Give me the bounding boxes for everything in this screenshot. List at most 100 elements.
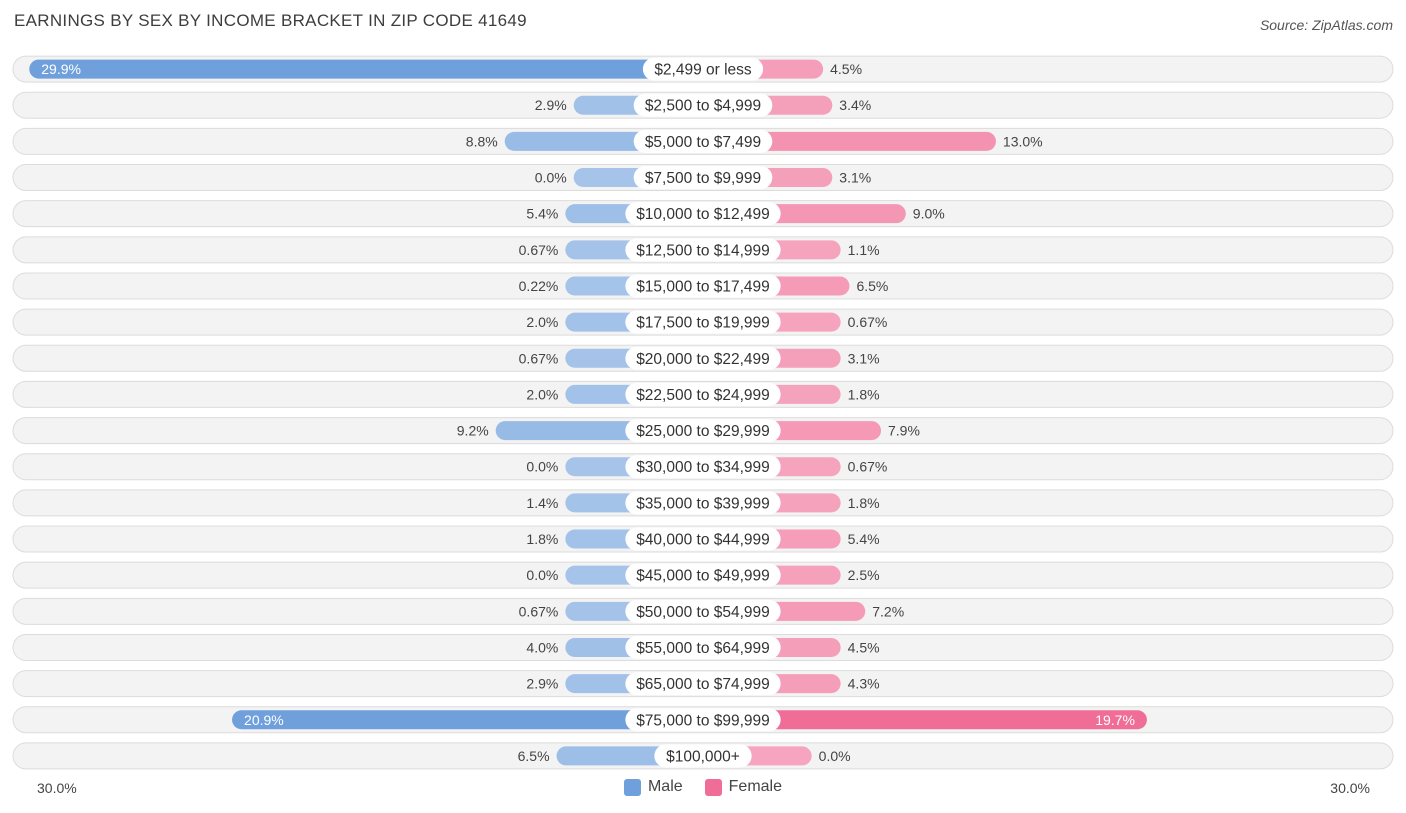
value-label-male: 20.9% xyxy=(244,712,284,728)
value-label-female: 19.7% xyxy=(1095,712,1135,728)
row-17: $65,000 to $74,999 2.9% 4.3% xyxy=(12,670,1394,698)
category-label-bg xyxy=(625,527,781,551)
row-10: $25,000 to $29,999 9.2% 7.9% xyxy=(12,417,1394,445)
chart-title: EARNINGS BY SEX BY INCOME BRACKET IN ZIP… xyxy=(14,11,527,30)
category-label-bg xyxy=(625,563,781,587)
category-label: $35,000 to $39,999 xyxy=(636,495,770,512)
value-label-male: 2.9% xyxy=(535,97,567,113)
value-label-female: 4.5% xyxy=(830,61,862,77)
category-label: $75,000 to $99,999 xyxy=(636,712,770,729)
row-9: $22,500 to $24,999 2.0% 1.8% xyxy=(12,380,1394,408)
row-0: $2,499 or less 29.9% 4.5% xyxy=(12,55,1394,83)
category-label-bg xyxy=(625,310,781,334)
value-label-female: 7.9% xyxy=(888,423,920,439)
value-label-male: 0.0% xyxy=(526,567,558,583)
bar-female xyxy=(703,131,996,151)
row-5: $12,500 to $14,999 0.67% 1.1% xyxy=(12,236,1394,264)
category-label-bg xyxy=(625,419,781,443)
category-label: $20,000 to $22,499 xyxy=(636,351,770,368)
value-label-male: 2.9% xyxy=(526,676,558,692)
legend-label-male: Male xyxy=(647,778,683,795)
row-6: $15,000 to $17,499 0.22% 6.5% xyxy=(12,272,1394,300)
row-18: $75,000 to $99,999 20.9% 19.7% xyxy=(12,706,1394,734)
category-label: $7,500 to $9,999 xyxy=(645,170,761,187)
category-label-bg xyxy=(625,635,781,659)
category-label: $17,500 to $19,999 xyxy=(636,315,770,332)
value-label-male: 4.0% xyxy=(526,639,558,655)
value-label-female: 7.2% xyxy=(872,603,904,619)
category-label: $65,000 to $74,999 xyxy=(636,676,770,693)
category-label-bg xyxy=(625,382,781,406)
row-12: $35,000 to $39,999 1.4% 1.8% xyxy=(12,489,1394,517)
value-label-female: 4.5% xyxy=(848,639,880,655)
category-label-bg xyxy=(625,491,781,515)
value-label-female: 5.4% xyxy=(848,531,880,547)
category-label-bg xyxy=(654,744,752,768)
category-label: $12,500 to $14,999 xyxy=(636,242,770,259)
value-label-female: 0.67% xyxy=(848,459,888,475)
category-label-bg xyxy=(625,274,781,298)
row-2: $5,000 to $7,499 8.8% 13.0% xyxy=(12,127,1394,155)
row-1: $2,500 to $4,999 2.9% 3.4% xyxy=(12,91,1394,119)
category-label-bg xyxy=(642,57,764,81)
value-label-male: 1.8% xyxy=(526,531,558,547)
category-label: $2,500 to $4,999 xyxy=(645,98,761,115)
value-label-male: 9.2% xyxy=(457,423,489,439)
row-13: $40,000 to $44,999 1.8% 5.4% xyxy=(12,525,1394,553)
category-label-bg xyxy=(633,166,773,190)
axis-max-label: 30.0% xyxy=(1330,780,1370,796)
row-3: $7,500 to $9,999 0.0% 3.1% xyxy=(12,164,1394,192)
category-label: $40,000 to $44,999 xyxy=(636,532,770,549)
value-label-female: 9.0% xyxy=(913,206,945,222)
legend-item-male: Male xyxy=(623,778,683,796)
value-label-female: 3.4% xyxy=(839,97,871,113)
value-label-male: 2.0% xyxy=(526,314,558,330)
value-label-male: 2.0% xyxy=(526,386,558,402)
row-15: $50,000 to $54,999 0.67% 7.2% xyxy=(12,597,1394,625)
value-label-female: 0.67% xyxy=(848,314,888,330)
row-14: $45,000 to $49,999 0.0% 2.5% xyxy=(12,561,1394,589)
value-label-male: 29.9% xyxy=(41,61,81,77)
value-label-male: 0.67% xyxy=(519,603,559,619)
value-label-male: 8.8% xyxy=(466,133,498,149)
value-label-female: 3.1% xyxy=(839,170,871,186)
value-label-male: 0.0% xyxy=(535,170,567,186)
row-11: $30,000 to $34,999 0.0% 0.67% xyxy=(12,453,1394,481)
category-label: $10,000 to $12,499 xyxy=(636,206,770,223)
legend: Male Female xyxy=(0,778,1406,796)
category-label: $2,499 or less xyxy=(654,62,752,79)
legend-label-female: Female xyxy=(728,778,783,795)
category-label: $50,000 to $54,999 xyxy=(636,604,770,621)
category-label-bg xyxy=(625,455,781,479)
category-label: $55,000 to $64,999 xyxy=(636,640,770,657)
category-label-bg xyxy=(625,238,781,262)
value-label-male: 0.0% xyxy=(526,459,558,475)
category-label-bg xyxy=(625,708,781,732)
value-label-male: 0.67% xyxy=(519,242,559,258)
legend-item-female: Female xyxy=(704,778,783,796)
value-label-male: 1.4% xyxy=(526,495,558,511)
category-label: $30,000 to $34,999 xyxy=(636,459,770,476)
category-label: $45,000 to $49,999 xyxy=(636,568,770,585)
bar-female xyxy=(703,710,1147,730)
value-label-female: 4.3% xyxy=(848,676,880,692)
bar-male xyxy=(29,59,703,79)
category-label-bg xyxy=(625,599,781,623)
chart-source: Source: ZipAtlas.com xyxy=(1259,17,1393,33)
value-label-male: 5.4% xyxy=(526,206,558,222)
category-label: $22,500 to $24,999 xyxy=(636,387,770,404)
category-label-bg xyxy=(625,202,781,226)
value-label-female: 1.8% xyxy=(848,386,880,402)
category-label: $25,000 to $29,999 xyxy=(636,423,770,440)
category-label-bg xyxy=(625,346,781,370)
axis-min-label: 30.0% xyxy=(37,780,77,796)
value-label-female: 0.0% xyxy=(819,748,851,764)
category-label: $15,000 to $17,499 xyxy=(636,278,770,295)
category-label: $5,000 to $7,499 xyxy=(645,134,761,151)
category-label-bg xyxy=(633,129,773,153)
row-16: $55,000 to $64,999 4.0% 4.5% xyxy=(12,633,1394,661)
row-7: $17,500 to $19,999 2.0% 0.67% xyxy=(12,308,1394,336)
legend-swatch-female xyxy=(704,778,722,796)
